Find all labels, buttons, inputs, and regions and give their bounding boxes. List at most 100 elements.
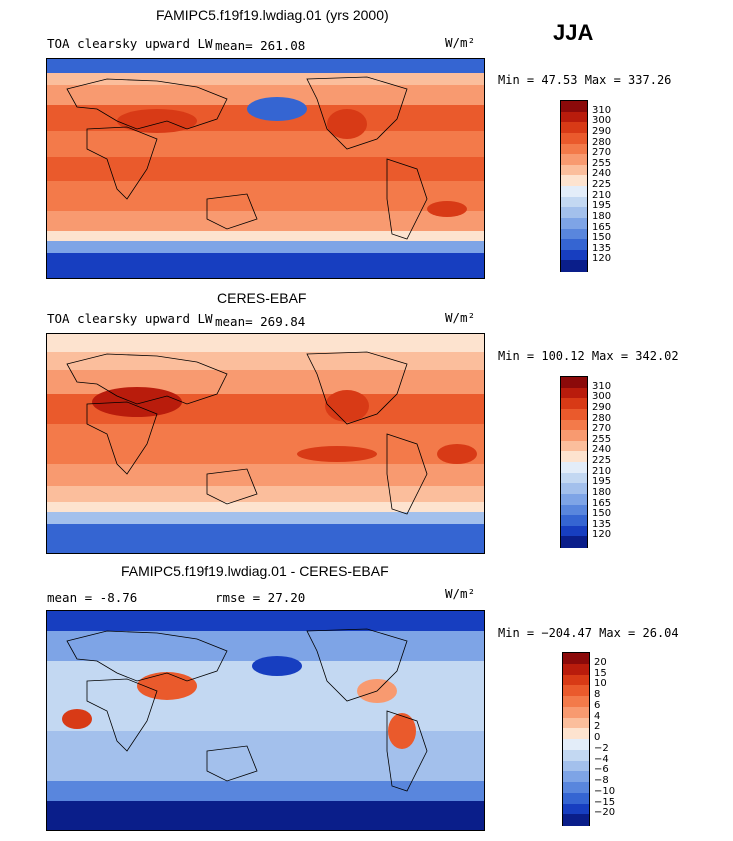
panel1-colorbar-segment bbox=[561, 196, 587, 208]
panel3-min-max: Min = −204.47 Max = 26.04 bbox=[498, 626, 679, 640]
panel1-units: W/m² bbox=[445, 35, 476, 50]
panel2-colorbar-segment bbox=[561, 483, 587, 495]
panel3-colorbar bbox=[562, 652, 590, 826]
panel3-colorbar-segment bbox=[563, 674, 589, 686]
panel3-colorbar-tick-label: −6 bbox=[594, 764, 609, 776]
panel3-colorbar-tick-label: 10 bbox=[594, 678, 607, 690]
panel2-colorbar-segment bbox=[561, 398, 587, 410]
panel1-map bbox=[46, 58, 485, 279]
panel2-colorbar-tick-label: 195 bbox=[592, 476, 612, 488]
panel3-colorbar-tick-label: 8 bbox=[594, 689, 601, 700]
panel3-mean: mean = -8.76 bbox=[47, 590, 138, 605]
panel3-colorbar-tick-label: −15 bbox=[594, 796, 616, 808]
panel1-colorbar-tick-label: 180 bbox=[592, 210, 612, 222]
panel3-units: W/m² bbox=[445, 586, 476, 601]
panel1-colorbar-tick-label: 255 bbox=[592, 157, 612, 169]
panel3-colorbar-segment bbox=[563, 792, 589, 804]
panel2-colorbar-segment bbox=[561, 408, 587, 420]
panel2-colorbar-tick-label: 255 bbox=[592, 433, 612, 445]
panel3-colorbar-tick-label: −2 bbox=[594, 742, 609, 754]
panel1-title: FAMIPC5.f19f19.lwdiag.01 (yrs 2000) bbox=[156, 7, 389, 23]
panel1-colorbar-tick-label: 240 bbox=[592, 168, 612, 180]
panel1-mean: mean= 261.08 bbox=[215, 38, 306, 53]
panel3-colorbar-tick-label: 4 bbox=[594, 710, 601, 722]
panel1-colorbar-tick-label: 120 bbox=[592, 253, 612, 265]
panel1-colorbar-segment bbox=[561, 111, 587, 123]
panel3-map bbox=[46, 610, 485, 831]
panel2-mean: mean= 269.84 bbox=[215, 314, 306, 329]
panel3-colorbar-segment bbox=[563, 685, 589, 697]
panel2-colorbar-tick-label: 120 bbox=[592, 529, 612, 541]
panel3-colorbar-segment bbox=[563, 653, 589, 665]
panel1-colorbar-tick-label: 280 bbox=[592, 136, 612, 148]
panel3-colorbar-tick-label: 20 bbox=[594, 656, 607, 668]
panel2-title: CERES-EBAF bbox=[217, 290, 307, 306]
panel2-colorbar-tick-label: 310 bbox=[592, 380, 612, 392]
panel1-colorbar-segment bbox=[561, 143, 587, 155]
panel2-min-max: Min = 100.12 Max = 342.02 bbox=[498, 349, 679, 363]
panel1-colorbar bbox=[560, 100, 588, 272]
panel2-colorbar-tick-label: 270 bbox=[592, 423, 612, 435]
panel2-colorbar-tick-label: 240 bbox=[592, 444, 612, 456]
panel1-colorbar-segment bbox=[561, 228, 587, 240]
panel3-colorbar-tick-label: 0 bbox=[594, 732, 601, 743]
panel3-colorbar-tick-label: 15 bbox=[594, 667, 607, 679]
panel1-colorbar-segment bbox=[561, 186, 587, 198]
panel2-variable-label: TOA clearsky upward LW bbox=[47, 311, 213, 326]
panel1-colorbar-segment bbox=[561, 175, 587, 187]
panel3-colorbar-segment bbox=[563, 771, 589, 783]
panel1-colorbar-segment bbox=[561, 217, 587, 229]
panel1-colorbar-tick-label: 195 bbox=[592, 200, 612, 212]
panel2-colorbar-tick-label: 225 bbox=[592, 455, 612, 466]
panel3-colorbar-segment bbox=[563, 706, 589, 718]
panel3-colorbar-segment bbox=[563, 663, 589, 675]
panel1-colorbar-segment bbox=[561, 101, 587, 113]
panel3-colorbar-tick-label: −10 bbox=[594, 785, 616, 797]
panel3-colorbar-tick-label: 2 bbox=[594, 721, 601, 733]
panel2-colorbar-segment bbox=[561, 440, 587, 452]
panel3-colorbar-segment bbox=[563, 749, 589, 761]
season-label: JJA bbox=[553, 20, 594, 45]
panel3-colorbar-tick-label: −4 bbox=[594, 753, 609, 765]
panel1-colorbar-tick-label: 225 bbox=[592, 179, 612, 190]
panel2-colorbar-tick-label: 300 bbox=[592, 391, 612, 403]
panel2-colorbar-segment bbox=[561, 493, 587, 505]
panel3-title: FAMIPC5.f19f19.lwdiag.01 - CERES-EBAF bbox=[121, 563, 389, 579]
panel3-colorbar-tick-label: −20 bbox=[594, 807, 616, 819]
panel2-colorbar-segment bbox=[561, 451, 587, 463]
panel2-colorbar-segment bbox=[561, 387, 587, 399]
panel1-colorbar-segment bbox=[561, 249, 587, 261]
panel1-colorbar-segment bbox=[561, 132, 587, 144]
panel1-colorbar-tick-label: 210 bbox=[592, 189, 612, 201]
panel1-colorbar-segment bbox=[561, 122, 587, 134]
panel2-colorbar-tick-label: 280 bbox=[592, 412, 612, 424]
panel3-colorbar-segment bbox=[563, 696, 589, 708]
panel2-colorbar-tick-label: 150 bbox=[592, 508, 612, 520]
panel3-colorbar-segment bbox=[563, 717, 589, 729]
panel1-colorbar-segment bbox=[561, 260, 587, 272]
panel2-colorbar-segment bbox=[561, 419, 587, 431]
panel1-variable-label: TOA clearsky upward LW bbox=[47, 36, 213, 51]
panel1-colorbar-tick-label: 310 bbox=[592, 104, 612, 116]
panel3-colorbar-segment bbox=[563, 814, 589, 826]
panel1-colorbar-tick-label: 135 bbox=[592, 242, 612, 254]
panel1-colorbar-segment bbox=[561, 154, 587, 166]
panel3-colorbar-segment bbox=[563, 739, 589, 751]
panel2-colorbar-segment bbox=[561, 462, 587, 474]
panel3-colorbar-segment bbox=[563, 728, 589, 740]
panel2-colorbar-segment bbox=[561, 536, 587, 548]
panel2-colorbar-segment bbox=[561, 430, 587, 442]
panel1-colorbar-tick-label: 165 bbox=[592, 221, 612, 233]
panel1-min-max: Min = 47.53 Max = 337.26 bbox=[498, 73, 672, 87]
panel2-colorbar-segment bbox=[561, 525, 587, 537]
panel1-colorbar-tick-label: 290 bbox=[592, 125, 612, 137]
panel1-colorbar-tick-label: 270 bbox=[592, 147, 612, 159]
panel2-colorbar-segment bbox=[561, 504, 587, 516]
panel1-colorbar-tick-label: 150 bbox=[592, 232, 612, 244]
panel1-colorbar-segment bbox=[561, 239, 587, 251]
panel2-colorbar-tick-label: 135 bbox=[592, 518, 612, 530]
panel2-map bbox=[46, 333, 485, 554]
panel2-colorbar-tick-label: 290 bbox=[592, 401, 612, 413]
panel2-colorbar-segment bbox=[561, 472, 587, 484]
panel1-colorbar-segment bbox=[561, 164, 587, 176]
